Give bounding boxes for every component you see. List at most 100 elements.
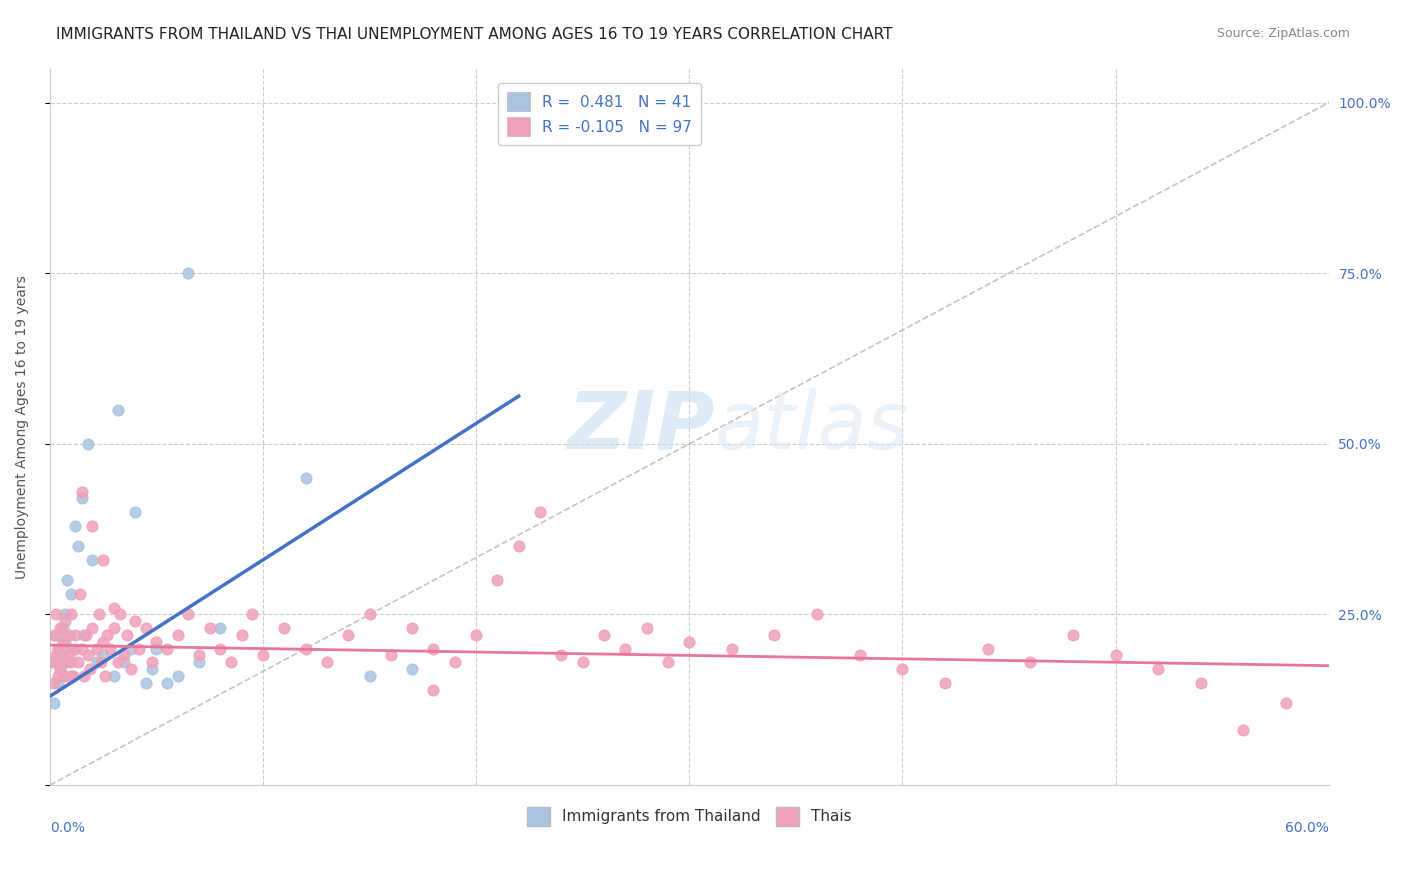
Point <box>294 471 316 485</box>
Point <box>1275 696 1298 710</box>
Text: 60.0%: 60.0% <box>1285 821 1329 835</box>
Point <box>49 648 72 663</box>
Point <box>53 669 76 683</box>
Point <box>252 648 274 663</box>
Point <box>486 574 509 588</box>
Point <box>550 648 572 663</box>
Point <box>91 634 114 648</box>
Point <box>82 553 104 567</box>
Point <box>42 696 65 710</box>
Point <box>529 505 551 519</box>
Point <box>77 437 100 451</box>
Y-axis label: Unemployment Among Ages 16 to 19 years: Unemployment Among Ages 16 to 19 years <box>15 275 30 579</box>
Point <box>60 607 83 622</box>
Point <box>443 655 465 669</box>
Point <box>141 662 163 676</box>
Point <box>56 655 79 669</box>
Point <box>65 641 87 656</box>
Text: IMMIGRANTS FROM THAILAND VS THAI UNEMPLOYMENT AMONG AGES 16 TO 19 YEARS CORRELAT: IMMIGRANTS FROM THAILAND VS THAI UNEMPLO… <box>56 27 893 42</box>
Point <box>465 628 488 642</box>
Point <box>422 682 444 697</box>
Point <box>65 518 87 533</box>
Point <box>56 628 79 642</box>
Point <box>41 655 63 669</box>
Point <box>91 648 114 663</box>
Text: 0.0%: 0.0% <box>49 821 84 835</box>
Point <box>70 641 93 656</box>
Point <box>294 641 316 656</box>
Point <box>145 634 167 648</box>
Point <box>58 628 80 642</box>
Point <box>401 662 423 676</box>
Point <box>240 607 263 622</box>
Point <box>135 675 157 690</box>
Point <box>209 621 232 635</box>
Point <box>60 669 83 683</box>
Point <box>66 539 89 553</box>
Point <box>657 655 679 669</box>
Point <box>86 641 108 656</box>
Point <box>60 641 83 656</box>
Point <box>79 662 101 676</box>
Text: atlas: atlas <box>714 388 910 466</box>
Text: Source: ZipAtlas.com: Source: ZipAtlas.com <box>1216 27 1350 40</box>
Point <box>1019 655 1042 669</box>
Point <box>48 675 70 690</box>
Point <box>848 648 870 663</box>
Point <box>49 621 72 635</box>
Point <box>316 655 339 669</box>
Point <box>571 95 593 110</box>
Point <box>124 505 146 519</box>
Point <box>42 675 65 690</box>
Point <box>52 669 75 683</box>
Point <box>48 641 70 656</box>
Point <box>45 648 67 663</box>
Point <box>94 669 117 683</box>
Point <box>593 628 616 642</box>
Point <box>156 675 179 690</box>
Point <box>69 587 91 601</box>
Point <box>49 662 72 676</box>
Point <box>1232 723 1254 738</box>
Point <box>273 621 295 635</box>
Point <box>401 621 423 635</box>
Point <box>90 655 112 669</box>
Point <box>96 628 118 642</box>
Point <box>58 648 80 663</box>
Point <box>231 628 253 642</box>
Point <box>53 634 76 648</box>
Point <box>91 553 114 567</box>
Point <box>65 628 87 642</box>
Point <box>120 641 142 656</box>
Point <box>52 634 75 648</box>
Point <box>145 641 167 656</box>
Point <box>56 641 79 656</box>
Point <box>976 641 998 656</box>
Point <box>45 607 67 622</box>
Point <box>52 621 75 635</box>
Point <box>1147 662 1170 676</box>
Point <box>77 648 100 663</box>
Point <box>636 621 658 635</box>
Point <box>108 607 131 622</box>
Point <box>114 648 136 663</box>
Point <box>188 648 211 663</box>
Point <box>1062 628 1084 642</box>
Point <box>73 628 96 642</box>
Point <box>891 662 914 676</box>
Point <box>571 655 593 669</box>
Point <box>53 615 76 629</box>
Point <box>1189 675 1212 690</box>
Point <box>141 655 163 669</box>
Point <box>103 600 125 615</box>
Point <box>103 669 125 683</box>
Point <box>678 634 700 648</box>
Point <box>45 628 67 642</box>
Point <box>177 266 200 280</box>
Point <box>763 628 786 642</box>
Point <box>60 655 83 669</box>
Point <box>120 662 142 676</box>
Point <box>128 641 150 656</box>
Point <box>107 402 129 417</box>
Point <box>87 607 110 622</box>
